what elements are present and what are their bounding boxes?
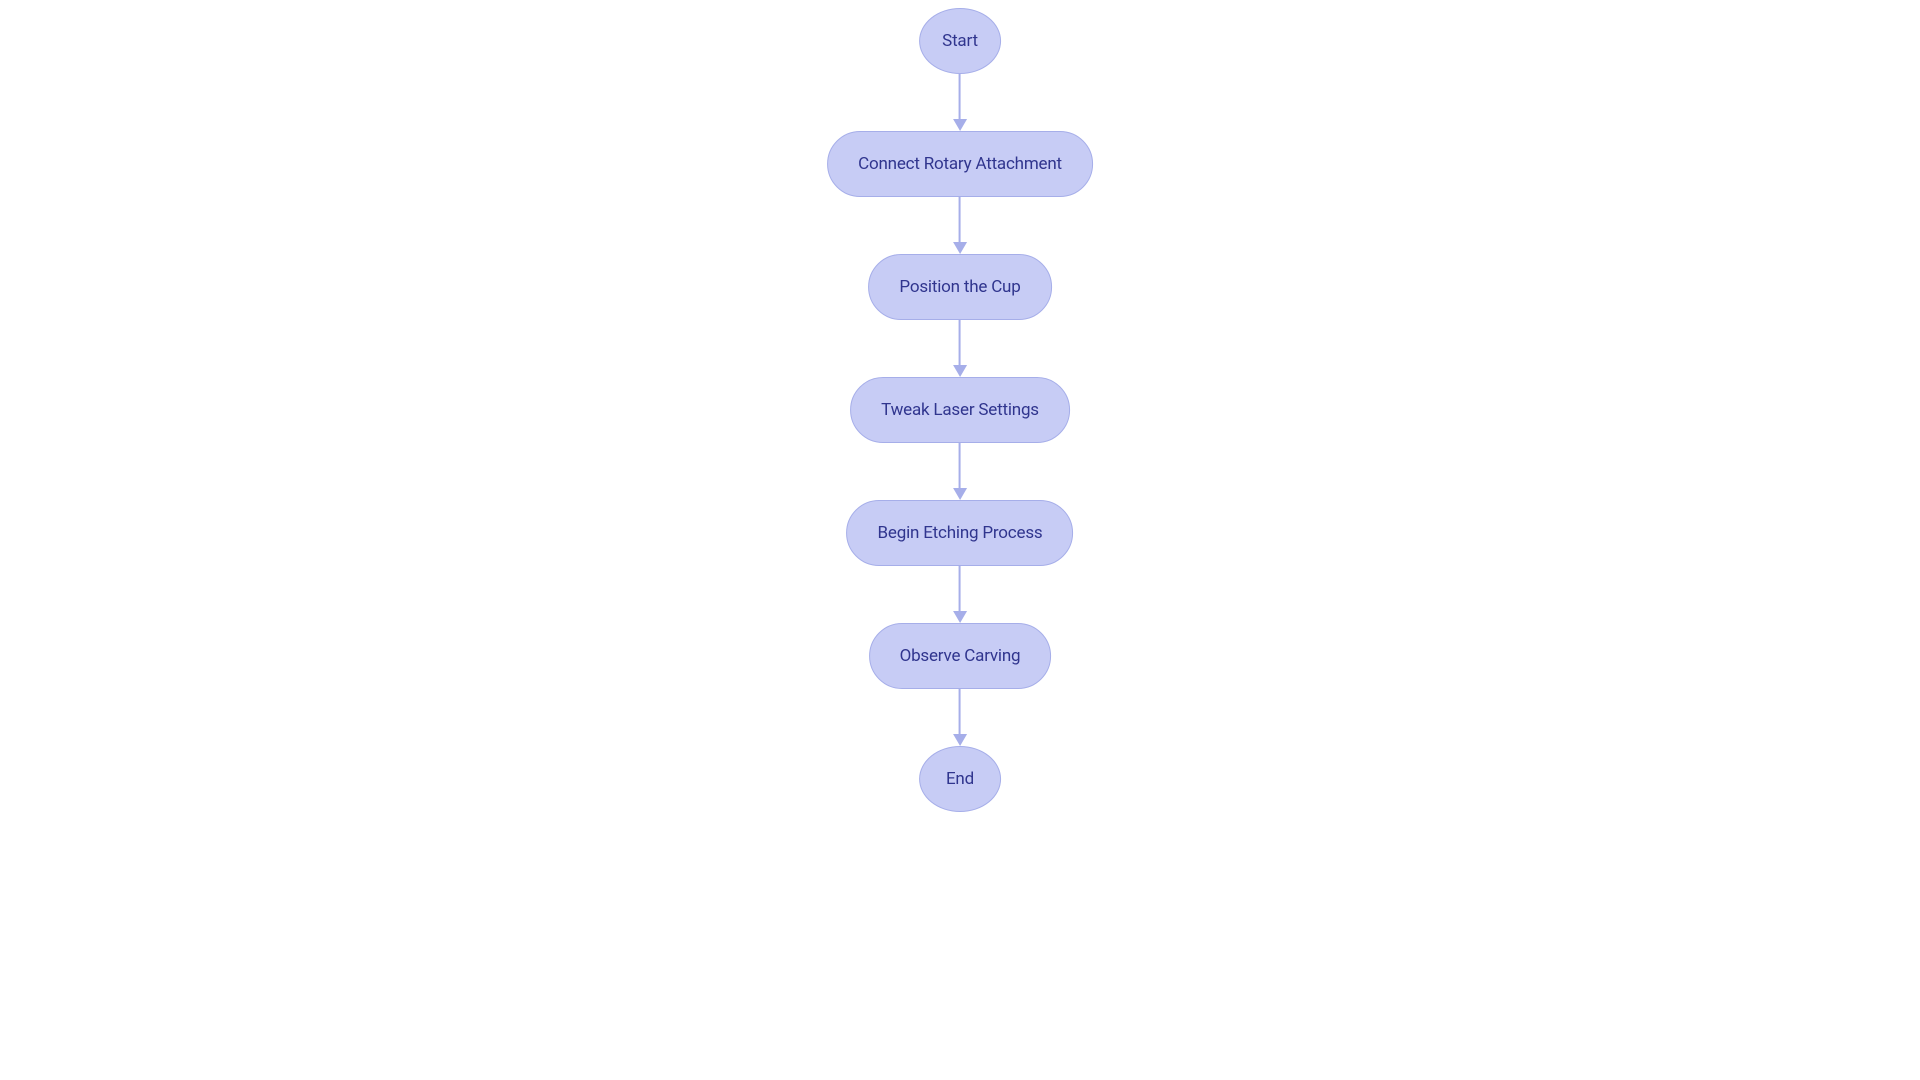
arrow-down-icon — [953, 734, 967, 746]
edge-1 — [960, 197, 961, 254]
arrow-down-icon — [953, 365, 967, 377]
node-tweak: Tweak Laser Settings — [850, 377, 1070, 443]
edge-0 — [960, 74, 961, 131]
node-position-label: Position the Cup — [899, 277, 1020, 297]
edge-line — [959, 566, 961, 613]
edge-line — [959, 443, 961, 490]
node-start: Start — [919, 8, 1001, 74]
edge-line — [959, 689, 961, 736]
edge-3 — [960, 443, 961, 500]
edge-5 — [960, 689, 961, 746]
edge-4 — [960, 566, 961, 623]
node-end: End — [919, 746, 1001, 812]
edge-2 — [960, 320, 961, 377]
arrow-down-icon — [953, 488, 967, 500]
node-end-label: End — [946, 769, 974, 789]
arrow-down-icon — [953, 119, 967, 131]
edge-line — [959, 320, 961, 367]
edge-line — [959, 197, 961, 244]
node-connect: Connect Rotary Attachment — [827, 131, 1093, 197]
node-begin: Begin Etching Process — [847, 500, 1074, 566]
node-tweak-label: Tweak Laser Settings — [881, 400, 1039, 420]
node-begin-label: Begin Etching Process — [878, 523, 1043, 543]
node-start-label: Start — [942, 31, 978, 51]
node-observe: Observe Carving — [869, 623, 1052, 689]
arrow-down-icon — [953, 242, 967, 254]
arrow-down-icon — [953, 611, 967, 623]
node-position: Position the Cup — [868, 254, 1051, 320]
flowchart-container: Start Connect Rotary Attachment Position… — [827, 8, 1093, 812]
node-observe-label: Observe Carving — [900, 646, 1021, 666]
edge-line — [959, 74, 961, 121]
node-connect-label: Connect Rotary Attachment — [858, 154, 1062, 174]
